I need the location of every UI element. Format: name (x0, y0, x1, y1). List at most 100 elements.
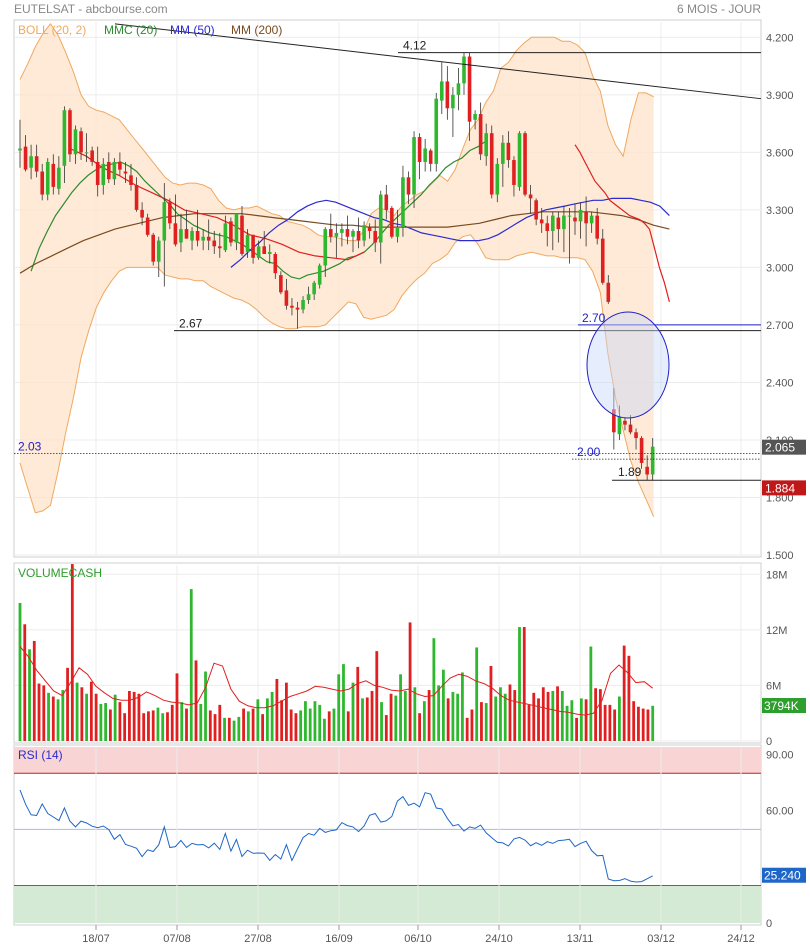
price-tick-label: 3.600 (766, 147, 794, 159)
rsi-line (19, 789, 653, 883)
candle-body (384, 194, 389, 210)
candle-body (273, 253, 278, 274)
candle-body (451, 94, 455, 109)
candle-body (95, 161, 100, 185)
candle-body (112, 161, 117, 180)
volume-bar (275, 678, 279, 741)
resistance-trendline (114, 23, 762, 100)
volume-bar (56, 699, 60, 741)
volume-bar (151, 710, 155, 741)
volume-bar (499, 687, 502, 741)
candle-body (440, 81, 444, 101)
candle-body (240, 215, 244, 254)
gap-bottom-label: 2.00 (577, 445, 601, 459)
volume-bar (565, 705, 569, 741)
volume-tick-label: 12M (766, 625, 787, 637)
candle-body (123, 171, 128, 174)
candle-body (168, 202, 172, 224)
volume-bar (47, 692, 50, 741)
date-tick-label: 03/12 (647, 933, 675, 945)
volume-bar (42, 685, 46, 741)
gap-top-label: 2.70 (582, 311, 606, 325)
candle-body (351, 230, 355, 237)
high-level-label: 4.12 (403, 39, 427, 53)
volume-bar (408, 622, 412, 741)
bollinger-lower-line (19, 234, 655, 517)
volume-bar (185, 708, 188, 741)
mmc20-recent-line (574, 144, 670, 303)
volume-bar (256, 699, 260, 741)
volume-bar (28, 649, 31, 741)
candle-body (312, 282, 316, 295)
volume-average-line (19, 646, 654, 716)
volume-bar (508, 684, 512, 741)
candle-body (473, 114, 477, 120)
volume-bar (227, 717, 231, 741)
candle-body (378, 194, 383, 243)
volume-bar (570, 700, 574, 741)
volume-bar (494, 696, 498, 741)
volume-current-badge (762, 698, 806, 713)
candle-body (373, 230, 377, 243)
period-label[interactable]: 6 MOIS - JOUR (677, 2, 761, 16)
date-tick-label: 13/11 (567, 933, 594, 945)
candle-body (462, 56, 466, 84)
volume-bar (589, 646, 593, 741)
rsi-panel-frame (13, 744, 762, 926)
volume-bar (237, 716, 241, 741)
candle-body (317, 265, 322, 285)
candle-body (195, 230, 200, 241)
candle-body (556, 217, 561, 230)
candle-body (306, 294, 311, 301)
candle-body (567, 215, 572, 217)
date-tick-label: 24/12 (727, 933, 755, 945)
volume-bar (299, 710, 303, 741)
candle-body (467, 56, 472, 122)
candle-body (129, 175, 133, 185)
candle-body (234, 213, 239, 243)
candle-body (612, 409, 616, 433)
volume-bar (465, 717, 469, 741)
candle-body (156, 240, 161, 262)
current-price-badge (762, 439, 806, 455)
volume-bar (66, 667, 69, 741)
date-tick-label: 24/10 (485, 933, 513, 945)
price-panel-frame (13, 19, 762, 558)
volume-bar (532, 692, 536, 741)
volume-bar (161, 713, 165, 741)
candle-body (295, 307, 300, 310)
candle-body (578, 209, 583, 222)
volume-bar (413, 687, 417, 741)
volume-bar (189, 589, 193, 741)
volume-bar (456, 693, 460, 741)
volume-bar (104, 703, 108, 741)
volume-bar (370, 690, 374, 741)
volume-bar (403, 690, 407, 741)
volume-bar (418, 713, 421, 741)
candle-body (534, 200, 538, 220)
volume-bar (503, 693, 507, 741)
rsi-tick-label: 60.00 (766, 806, 794, 818)
volume-bar (560, 690, 564, 741)
candle-body (206, 236, 211, 241)
candle-body (595, 215, 599, 239)
volume-bar (318, 704, 322, 741)
price-tick-label: 1.800 (766, 492, 794, 504)
volume-bar (356, 666, 360, 741)
date-tick-label: 06/10 (404, 933, 432, 945)
candle-body (623, 420, 627, 425)
volume-bar (213, 714, 217, 741)
candle-body (184, 229, 189, 239)
volume-bar (313, 701, 317, 741)
date-axis: 18/07 07/08 27/08 16/09 06/10 24/10 13/11 03/12… (82, 925, 755, 945)
volume-bar (427, 690, 431, 741)
volume-bar (342, 664, 345, 741)
volume-bar (251, 708, 255, 741)
price-tick-label: 2.700 (766, 320, 794, 332)
price-tick-label: 4.200 (766, 32, 794, 44)
volume-bar (461, 672, 464, 741)
volume-bar (137, 693, 141, 741)
volume-bar (261, 714, 265, 741)
price-tick-label: 1.500 (766, 550, 794, 562)
candle-body (151, 234, 155, 262)
